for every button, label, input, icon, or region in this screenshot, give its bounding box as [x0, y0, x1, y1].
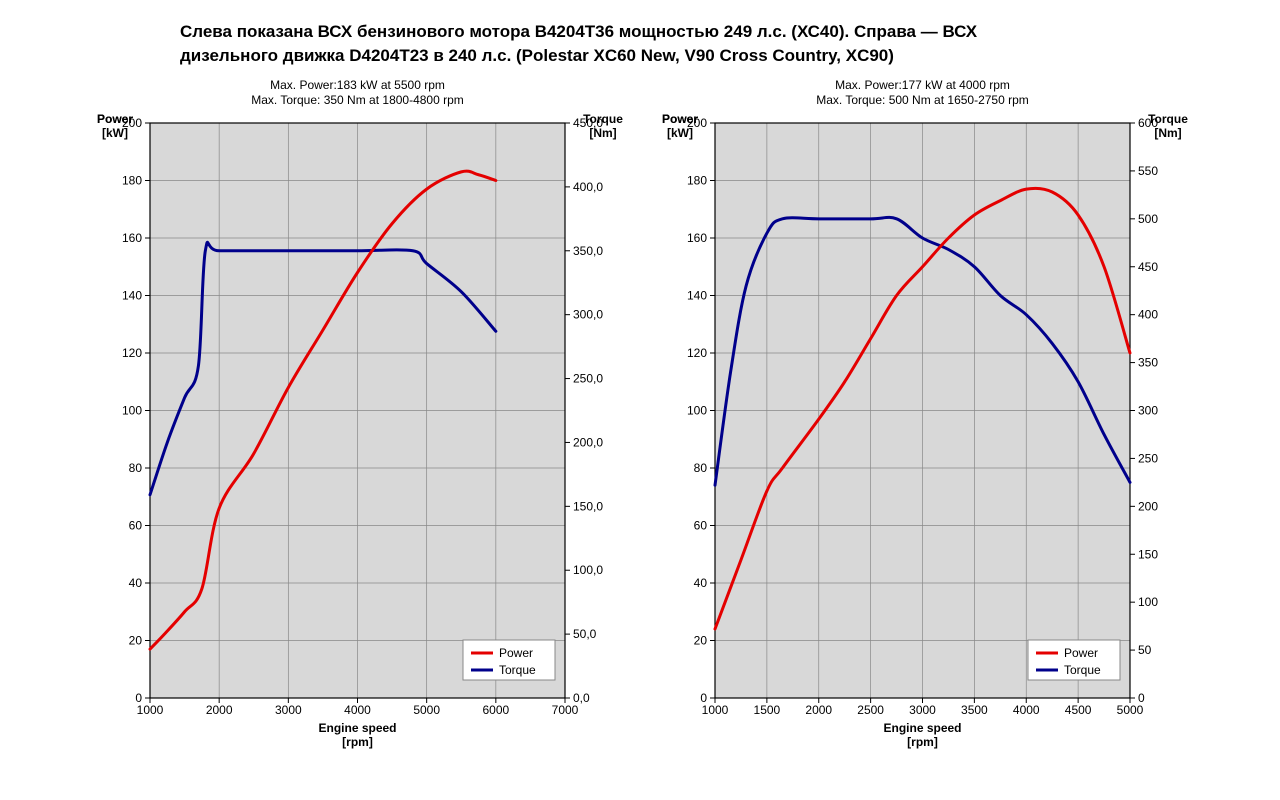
- svg-text:40: 40: [694, 576, 708, 590]
- svg-text:Engine speed: Engine speed: [318, 721, 396, 735]
- svg-text:50: 50: [1138, 643, 1152, 657]
- svg-text:180: 180: [687, 173, 707, 187]
- svg-text:80: 80: [129, 461, 143, 475]
- svg-text:4000: 4000: [1013, 703, 1040, 717]
- svg-text:2000: 2000: [805, 703, 832, 717]
- svg-text:6000: 6000: [482, 703, 509, 717]
- svg-text:350,0: 350,0: [573, 244, 603, 258]
- svg-text:5000: 5000: [1117, 703, 1144, 717]
- svg-text:Engine speed: Engine speed: [883, 721, 961, 735]
- svg-text:100,0: 100,0: [573, 563, 603, 577]
- heading-line2: дизельного движка D4204T23 в 240 л.с. (P…: [180, 46, 894, 65]
- right-chart: 1000150020002500300035004000450050000204…: [645, 113, 1200, 753]
- page-heading: Слева показана ВСХ бензинового мотора В4…: [180, 20, 1100, 68]
- svg-text:160: 160: [687, 231, 707, 245]
- svg-text:0: 0: [1138, 691, 1145, 705]
- svg-text:Power: Power: [97, 113, 133, 126]
- svg-text:3000: 3000: [275, 703, 302, 717]
- svg-text:20: 20: [129, 633, 143, 647]
- svg-text:3000: 3000: [909, 703, 936, 717]
- svg-text:1000: 1000: [702, 703, 729, 717]
- svg-text:140: 140: [122, 288, 142, 302]
- svg-text:0,0: 0,0: [573, 691, 590, 705]
- svg-text:[rpm]: [rpm]: [342, 735, 373, 749]
- svg-text:Power: Power: [1064, 646, 1098, 660]
- svg-text:300: 300: [1138, 403, 1158, 417]
- svg-text:Power: Power: [662, 113, 698, 126]
- left-subtitle: Max. Power:183 kW at 5500 rpm Max. Torqu…: [80, 78, 635, 109]
- svg-text:Torque: Torque: [1148, 113, 1188, 126]
- svg-text:0: 0: [135, 691, 142, 705]
- svg-text:2000: 2000: [206, 703, 233, 717]
- svg-text:Torque: Torque: [583, 113, 623, 126]
- svg-text:100: 100: [687, 403, 707, 417]
- right-panel: Max. Power:177 kW at 4000 rpm Max. Torqu…: [645, 78, 1200, 753]
- chart-panels: Max. Power:183 kW at 5500 rpm Max. Torqu…: [30, 78, 1250, 753]
- svg-text:7000: 7000: [552, 703, 579, 717]
- svg-text:[kW]: [kW]: [667, 126, 693, 140]
- svg-text:100: 100: [122, 403, 142, 417]
- left-subtitle-2: Max. Torque: 350 Nm at 1800-4800 rpm: [251, 93, 464, 107]
- svg-text:60: 60: [694, 518, 708, 532]
- svg-text:[Nm]: [Nm]: [1154, 126, 1181, 140]
- svg-text:150,0: 150,0: [573, 499, 603, 513]
- svg-text:150: 150: [1138, 547, 1158, 561]
- svg-text:3500: 3500: [961, 703, 988, 717]
- svg-text:450: 450: [1138, 260, 1158, 274]
- svg-text:160: 160: [122, 231, 142, 245]
- right-subtitle: Max. Power:177 kW at 4000 rpm Max. Torqu…: [645, 78, 1200, 109]
- svg-text:1000: 1000: [137, 703, 164, 717]
- svg-text:80: 80: [694, 461, 708, 475]
- svg-text:120: 120: [122, 346, 142, 360]
- svg-text:550: 550: [1138, 164, 1158, 178]
- svg-text:50,0: 50,0: [573, 627, 597, 641]
- svg-text:100: 100: [1138, 595, 1158, 609]
- svg-text:180: 180: [122, 173, 142, 187]
- svg-text:200: 200: [1138, 499, 1158, 513]
- svg-text:5000: 5000: [413, 703, 440, 717]
- right-subtitle-1: Max. Power:177 kW at 4000 rpm: [835, 78, 1010, 92]
- svg-text:0: 0: [700, 691, 707, 705]
- svg-text:40: 40: [129, 576, 143, 590]
- svg-text:250: 250: [1138, 451, 1158, 465]
- svg-text:300,0: 300,0: [573, 307, 603, 321]
- svg-text:4000: 4000: [344, 703, 371, 717]
- svg-text:60: 60: [129, 518, 143, 532]
- svg-text:2500: 2500: [857, 703, 884, 717]
- svg-text:140: 140: [687, 288, 707, 302]
- heading-line1: Слева показана ВСХ бензинового мотора В4…: [180, 22, 977, 41]
- svg-text:Power: Power: [499, 646, 533, 660]
- svg-text:1500: 1500: [754, 703, 781, 717]
- svg-text:[Nm]: [Nm]: [589, 126, 616, 140]
- svg-text:Torque: Torque: [1064, 663, 1101, 677]
- svg-text:4500: 4500: [1065, 703, 1092, 717]
- svg-text:120: 120: [687, 346, 707, 360]
- svg-text:250,0: 250,0: [573, 371, 603, 385]
- svg-text:350: 350: [1138, 355, 1158, 369]
- left-chart: 1000 2000 3000 4000 5000 6000 7000 0 20 40 60 80 100…: [80, 113, 635, 753]
- svg-text:20: 20: [694, 633, 708, 647]
- left-subtitle-1: Max. Power:183 kW at 5500 rpm: [270, 78, 445, 92]
- right-subtitle-2: Max. Torque: 500 Nm at 1650-2750 rpm: [816, 93, 1029, 107]
- svg-text:200,0: 200,0: [573, 435, 603, 449]
- svg-text:400: 400: [1138, 307, 1158, 321]
- svg-text:400,0: 400,0: [573, 180, 603, 194]
- left-panel: Max. Power:183 kW at 5500 rpm Max. Torqu…: [80, 78, 635, 753]
- svg-text:[kW]: [kW]: [102, 126, 128, 140]
- svg-text:Torque: Torque: [499, 663, 536, 677]
- svg-text:[rpm]: [rpm]: [907, 735, 938, 749]
- svg-text:500: 500: [1138, 212, 1158, 226]
